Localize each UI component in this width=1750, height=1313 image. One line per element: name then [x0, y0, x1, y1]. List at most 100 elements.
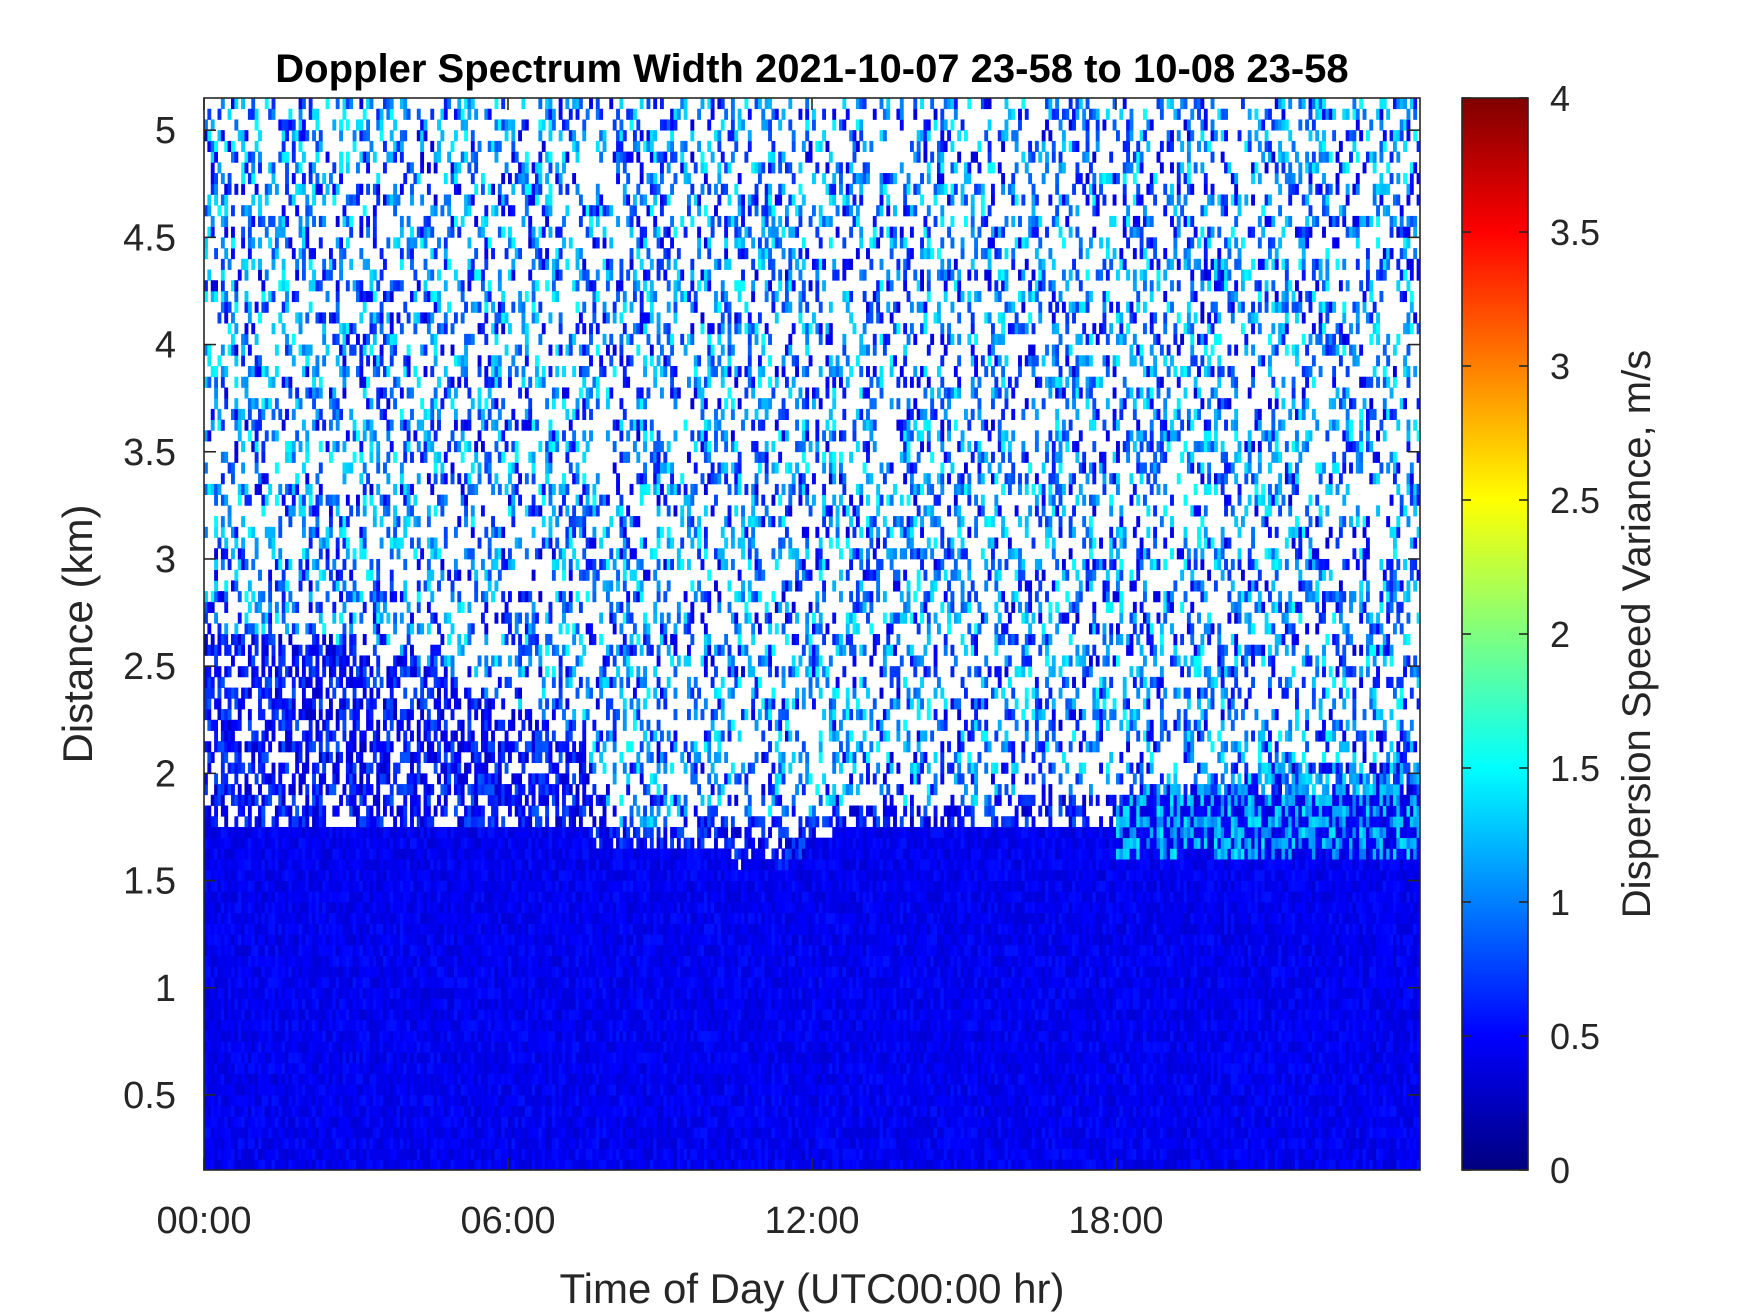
heatmap-cell: [247, 580, 252, 592]
heatmap-cell: [244, 741, 249, 753]
heatmap-cell: [268, 162, 273, 174]
heatmap-cell: [322, 719, 327, 731]
heatmap-cell: [241, 1073, 246, 1085]
heatmap-cell: [204, 977, 208, 989]
heatmap-cell: [298, 1105, 303, 1117]
heatmap-cell: [457, 644, 462, 656]
heatmap-cell: [251, 794, 256, 806]
heatmap-cell: [342, 730, 347, 742]
heatmap-cell: [437, 837, 441, 849]
heatmap-cell: [210, 719, 215, 731]
heatmap-cell: [426, 1041, 431, 1053]
heatmap-cell: [312, 248, 316, 260]
heatmap-cell: [210, 140, 215, 152]
heatmap-cell: [433, 719, 438, 731]
heatmap-cell: [281, 644, 286, 656]
heatmap-cell: [274, 923, 279, 935]
heatmap-cell: [460, 1127, 465, 1139]
heatmap-cell: [339, 1009, 343, 1021]
heatmap-cell: [234, 290, 239, 303]
heatmap-cell: [214, 248, 219, 260]
heatmap-cell: [214, 483, 219, 496]
heatmap-cell: [274, 891, 279, 903]
heatmap-cell: [214, 944, 219, 956]
heatmap-cell: [450, 666, 455, 678]
heatmap-cell: [480, 323, 485, 335]
heatmap-cell: [305, 709, 310, 721]
heatmap-cell: [443, 1137, 448, 1149]
heatmap-cell: [450, 140, 455, 152]
heatmap-cell: [430, 1127, 435, 1139]
heatmap-cell: [352, 837, 357, 849]
heatmap-cell: [295, 805, 300, 817]
heatmap-cell: [389, 826, 394, 839]
heatmap-cell: [281, 376, 286, 388]
heatmap-cell: [396, 955, 401, 967]
heatmap-cell: [433, 998, 438, 1010]
heatmap-cell: [399, 612, 404, 624]
heatmap-cell: [288, 902, 293, 914]
heatmap-cell: [474, 816, 479, 828]
heatmap-cell: [474, 987, 479, 999]
heatmap-cell: [480, 912, 485, 924]
heatmap-cell: [268, 666, 273, 678]
heatmap-cell: [251, 623, 256, 635]
heatmap-cell: [443, 280, 448, 292]
heatmap-cell: [301, 226, 306, 238]
heatmap-cell: [291, 987, 296, 999]
heatmap-cell: [210, 1052, 215, 1064]
heatmap-cell: [352, 1148, 357, 1160]
heatmap-cell: [210, 1159, 215, 1171]
heatmap-cell: [410, 698, 414, 710]
heatmap-cell: [261, 1127, 266, 1139]
heatmap-cell: [247, 237, 252, 249]
heatmap-cell: [247, 344, 252, 356]
heatmap-cell: [379, 323, 384, 335]
heatmap-cell: [410, 1116, 414, 1128]
heatmap-cell: [447, 1116, 452, 1128]
heatmap-cell: [339, 1041, 343, 1053]
heatmap-cell: [372, 601, 377, 613]
heatmap-cell: [440, 1094, 445, 1107]
heatmap-cell: [399, 751, 404, 764]
heatmap-cell: [251, 837, 256, 849]
heatmap-cell: [410, 848, 414, 860]
heatmap-cell: [214, 140, 219, 152]
heatmap-cell: [335, 569, 340, 581]
heatmap-cell: [210, 977, 215, 989]
heatmap-cell: [379, 912, 384, 924]
heatmap-cell: [332, 1019, 337, 1032]
heatmap-cell: [214, 526, 219, 538]
heatmap-cell: [278, 784, 283, 796]
heatmap-cell: [433, 505, 438, 517]
heatmap-cell: [410, 891, 414, 903]
heatmap-cell: [362, 290, 367, 303]
heatmap-cell: [214, 580, 219, 592]
heatmap-cell: [274, 859, 279, 871]
heatmap-cell: [207, 1062, 212, 1074]
heatmap-cell: [298, 558, 303, 571]
heatmap-cell: [214, 987, 219, 999]
heatmap-cell: [247, 966, 252, 978]
heatmap-cell: [318, 741, 323, 753]
heatmap-cell: [328, 526, 333, 538]
heatmap-cell: [420, 977, 425, 989]
heatmap-cell: [264, 494, 269, 506]
heatmap-cell: [220, 1073, 225, 1085]
heatmap-cell: [288, 1116, 293, 1128]
heatmap-cell: [396, 1116, 401, 1128]
heatmap-cell: [312, 130, 316, 142]
heatmap-cell: [234, 751, 239, 764]
heatmap-cell: [241, 1137, 246, 1149]
heatmap-cell: [447, 1052, 452, 1064]
heatmap-cell: [366, 944, 371, 956]
heatmap-cell: [420, 923, 425, 935]
heatmap-cell: [315, 966, 320, 978]
heatmap-cell: [254, 119, 259, 131]
heatmap-cell: [251, 323, 256, 335]
heatmap-cell: [345, 194, 350, 206]
heatmap-cell: [220, 451, 225, 463]
heatmap-cell: [332, 730, 337, 742]
heatmap-cell: [376, 912, 381, 924]
heatmap-cell: [315, 1116, 320, 1128]
